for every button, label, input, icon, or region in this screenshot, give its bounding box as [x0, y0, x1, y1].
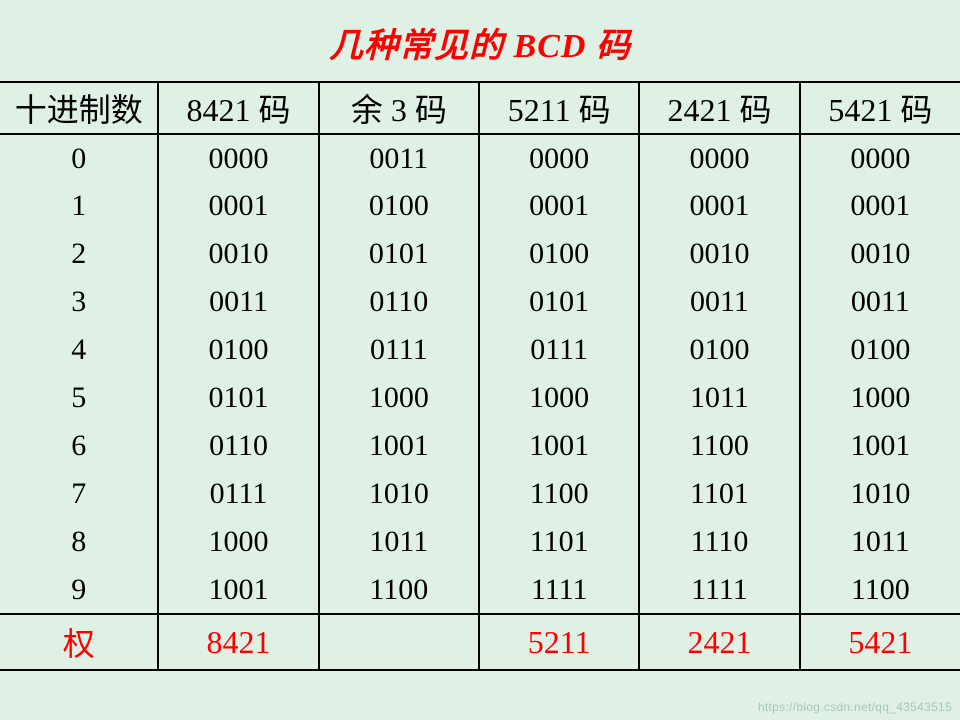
- table-cell: 1011: [800, 518, 960, 566]
- table-row: 601101001100111001001: [0, 422, 960, 470]
- table-cell: 3: [0, 278, 158, 326]
- table-cell: 1010: [800, 470, 960, 518]
- table-cell: 1000: [319, 374, 479, 422]
- table-cell: 6: [0, 422, 158, 470]
- table-cell: 0100: [800, 326, 960, 374]
- table-cell: 1101: [639, 470, 799, 518]
- table-cell: 0110: [158, 422, 318, 470]
- page-title: 几种常见的 BCD 码: [0, 0, 960, 81]
- column-header-label: 8421 码: [187, 92, 291, 128]
- table-cell: 1010: [319, 470, 479, 518]
- table-cell: 1: [0, 182, 158, 230]
- table-cell: 0111: [319, 326, 479, 374]
- footer-label-cell: 权: [0, 614, 158, 670]
- footer-value-cell: 2421: [639, 614, 799, 670]
- table-cell: 9: [0, 566, 158, 614]
- table-cell: 0111: [158, 470, 318, 518]
- table-cell: 0000: [800, 134, 960, 182]
- page-root: 几种常见的 BCD 码 十进制数 8421 码 余 3 码 5211 码 2421 码 5…: [0, 0, 960, 720]
- table-cell: 0010: [800, 230, 960, 278]
- table-cell: 1001: [319, 422, 479, 470]
- column-header: 十进制数: [0, 82, 158, 134]
- table-cell: 0011: [800, 278, 960, 326]
- table-cell: 1100: [479, 470, 639, 518]
- table-cell: 1111: [479, 566, 639, 614]
- column-header-label: 2421 码: [667, 92, 771, 128]
- table-cell: 0011: [158, 278, 318, 326]
- table-cell: 0100: [639, 326, 799, 374]
- table-row: 100010100000100010001: [0, 182, 960, 230]
- table-header-row: 十进制数 8421 码 余 3 码 5211 码 2421 码 5421 码: [0, 82, 960, 134]
- table-row: 300110110010100110011: [0, 278, 960, 326]
- table-cell: 1011: [319, 518, 479, 566]
- table-row: 910011100111111111100: [0, 566, 960, 614]
- table-cell: 0001: [800, 182, 960, 230]
- table-cell: 1110: [639, 518, 799, 566]
- table-row: 000000011000000000000: [0, 134, 960, 182]
- table-cell: 1100: [800, 566, 960, 614]
- column-header: 余 3 码: [319, 82, 479, 134]
- table-cell: 8: [0, 518, 158, 566]
- table-cell: 1100: [319, 566, 479, 614]
- footer-value-cell: 5211: [479, 614, 639, 670]
- table-row: 701111010110011011010: [0, 470, 960, 518]
- footer-value-cell: 5421: [800, 614, 960, 670]
- table-cell: 0000: [479, 134, 639, 182]
- table-cell: 1111: [639, 566, 799, 614]
- table-footer-row: 权8421 521124215421: [0, 614, 960, 670]
- table-cell: 1001: [158, 566, 318, 614]
- table-cell: 0011: [319, 134, 479, 182]
- bcd-table: 十进制数8421 码余 3 码5211 码2421 码5421 码 000000…: [0, 81, 960, 671]
- table-cell: 2: [0, 230, 158, 278]
- table-cell: 0111: [479, 326, 639, 374]
- table-cell: 0110: [319, 278, 479, 326]
- table-cell: 1100: [639, 422, 799, 470]
- table-cell: 0100: [479, 230, 639, 278]
- column-header: 2421 码: [639, 82, 799, 134]
- table-cell: 1000: [158, 518, 318, 566]
- table-cell: 1000: [800, 374, 960, 422]
- table-cell: 4: [0, 326, 158, 374]
- table-cell: 1001: [479, 422, 639, 470]
- column-header-label: 5421 码: [828, 92, 932, 128]
- table-cell: 0101: [158, 374, 318, 422]
- column-header-label: 余 3 码: [351, 92, 447, 128]
- table-row: 810001011110111101011: [0, 518, 960, 566]
- table-cell: 0001: [158, 182, 318, 230]
- table-cell: 7: [0, 470, 158, 518]
- table-cell: 0000: [639, 134, 799, 182]
- table-cell: 1101: [479, 518, 639, 566]
- column-header: 5421 码: [800, 82, 960, 134]
- table-row: 200100101010000100010: [0, 230, 960, 278]
- table-cell: 0001: [639, 182, 799, 230]
- table-cell: 0101: [319, 230, 479, 278]
- table-cell: 0001: [479, 182, 639, 230]
- table-body: 0000000110000000000001000101000001000100…: [0, 134, 960, 614]
- footer-value-cell: [319, 614, 479, 670]
- column-header-label: 十进制数: [15, 92, 143, 128]
- table-cell: 1000: [479, 374, 639, 422]
- table-cell: 1011: [639, 374, 799, 422]
- table-cell: 0100: [158, 326, 318, 374]
- table-row: 501011000100010111000: [0, 374, 960, 422]
- table-cell: 0010: [639, 230, 799, 278]
- table-cell: 1001: [800, 422, 960, 470]
- table-cell: 0100: [319, 182, 479, 230]
- table-cell: 0011: [639, 278, 799, 326]
- footer-value-cell: 8421: [158, 614, 318, 670]
- table-cell: 5: [0, 374, 158, 422]
- table-cell: 0010: [158, 230, 318, 278]
- column-header: 8421 码: [158, 82, 318, 134]
- table-cell: 0000: [158, 134, 318, 182]
- column-header-label: 5211 码: [508, 92, 611, 128]
- table-cell: 0101: [479, 278, 639, 326]
- column-header: 5211 码: [479, 82, 639, 134]
- watermark-text: https://blog.csdn.net/qq_43543515: [758, 700, 952, 714]
- table-cell: 0: [0, 134, 158, 182]
- table-row: 401000111011101000100: [0, 326, 960, 374]
